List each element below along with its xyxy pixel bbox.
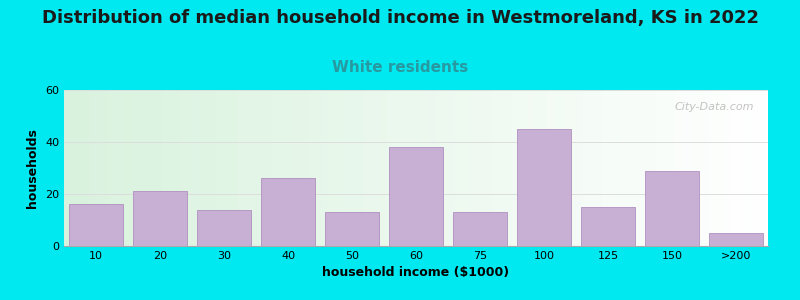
Bar: [69, 204, 123, 246]
Text: White residents: White residents: [332, 60, 468, 75]
Y-axis label: households: households: [26, 128, 39, 208]
Bar: [133, 191, 187, 246]
Text: Distribution of median household income in Westmoreland, KS in 2022: Distribution of median household income …: [42, 9, 758, 27]
X-axis label: household income ($1000): household income ($1000): [322, 266, 510, 279]
Bar: [261, 178, 315, 246]
Text: City-Data.com: City-Data.com: [674, 103, 754, 112]
Bar: [517, 129, 571, 246]
Bar: [389, 147, 443, 246]
Bar: [325, 212, 379, 246]
Bar: [581, 207, 635, 246]
Bar: [645, 171, 699, 246]
Bar: [709, 233, 763, 246]
Bar: [453, 212, 507, 246]
Bar: [197, 210, 251, 246]
